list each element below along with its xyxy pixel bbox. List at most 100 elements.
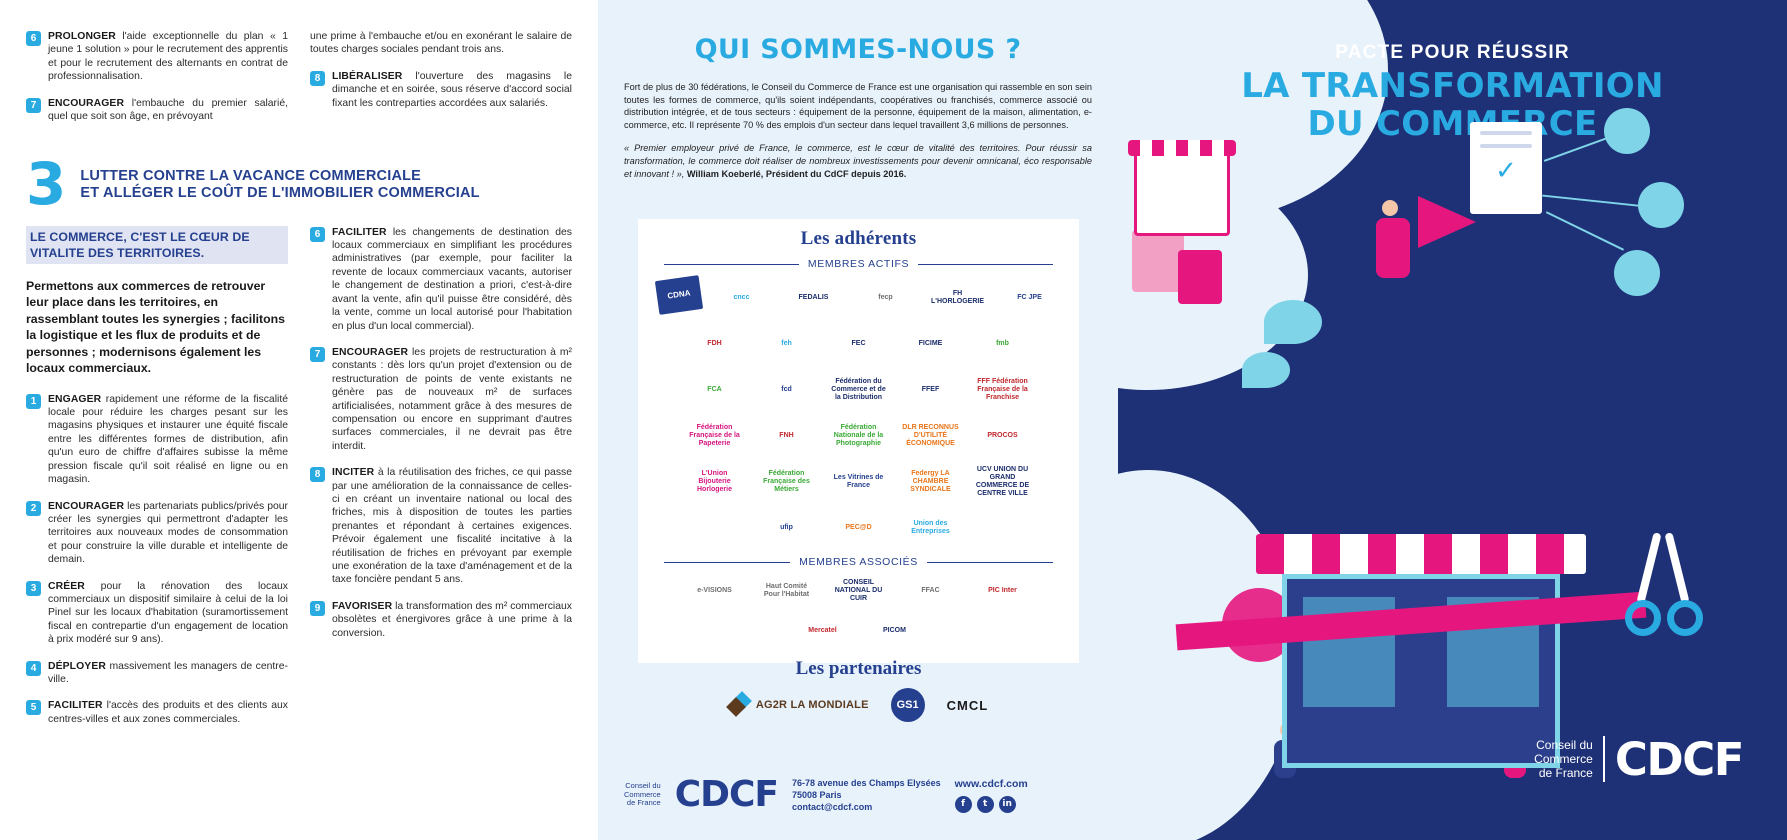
member-logo: DLR RECONNUS D'UTILITÉ ÉCONOMIQUE bbox=[902, 424, 959, 447]
divider-line-right bbox=[926, 561, 1053, 563]
section-number: 3 bbox=[26, 150, 67, 219]
list-item: 3 CRÉER pour la rénovation des locaux co… bbox=[26, 580, 288, 647]
item-number-badge: 2 bbox=[26, 500, 41, 516]
item-lead: DÉPLOYER bbox=[48, 660, 106, 672]
scissors-icon bbox=[1621, 532, 1709, 644]
item-lead: FAVORISER bbox=[332, 600, 393, 612]
section-title-line-1: LUTTER CONTRE LA VACANCE COMMERCIALE bbox=[80, 168, 422, 185]
cover-kicker: PACTE POUR RÉUSSIR bbox=[1335, 42, 1570, 63]
section-column-1: LE COMMERCE, C'EST LE CŒUR DE VITALITE D… bbox=[26, 225, 288, 740]
item-body: rapidement une réforme de la fiscalité l… bbox=[48, 393, 288, 486]
cmcl-logo-icon: CMCL bbox=[946, 697, 989, 713]
member-logo: Fédération Française de la Papeterie bbox=[689, 424, 740, 447]
twitter-icon[interactable]: t bbox=[976, 795, 994, 813]
item-lead: PROLONGER bbox=[48, 31, 116, 42]
partner-cmcl: CMCL bbox=[947, 698, 989, 713]
adherents-title: Les adhérents bbox=[800, 228, 917, 249]
footer-logo-cdcf: CDCF bbox=[674, 774, 779, 815]
list-item: 5 FACILITER l'accès des produits et des … bbox=[26, 699, 288, 726]
members-card: Les adhérents MEMBRES ACTIFS CDNA cncc F… bbox=[638, 219, 1079, 722]
item-number-badge: 7 bbox=[26, 97, 41, 113]
cover-logo-divider bbox=[1602, 736, 1605, 782]
list-item: 9 FAVORISER la transformation des m² com… bbox=[310, 600, 572, 640]
associate-logo: Mercatel bbox=[808, 627, 837, 634]
continued-paragraph: une prime à l'embauche et/ou en exonéran… bbox=[310, 31, 572, 56]
item-body: les partenariats publics/privés pour cré… bbox=[48, 500, 288, 566]
item-lead: ENCOURAGER bbox=[48, 500, 125, 512]
associate-logo: CONSEIL NATIONAL DU CUIR bbox=[834, 579, 883, 602]
quote-text: « Premier employeur privé de France, le … bbox=[624, 143, 1092, 179]
item-lead: INCITER bbox=[332, 467, 375, 479]
item-lead: CRÉER bbox=[48, 580, 85, 592]
item-text: FACILITER les changements de destination… bbox=[332, 226, 572, 333]
item-body: l'aide exceptionnelle du plan « 1 jeune … bbox=[48, 31, 288, 83]
associate-logo: Haut Comité Pour l'Habitat bbox=[763, 583, 810, 598]
partner-gs1: GS1 bbox=[890, 688, 925, 722]
scissors-blade-2 bbox=[1664, 532, 1690, 604]
associate-logo: PIC Inter bbox=[988, 587, 1017, 594]
cover-logo-wordmark: Conseil du Commerce de France bbox=[1534, 738, 1593, 780]
member-logo: fmb bbox=[996, 340, 1009, 347]
member-logo: FC JPE bbox=[1017, 294, 1042, 301]
item-body: à la réutilisation des friches, ce qui p… bbox=[332, 467, 572, 586]
highlight-callout: LE COMMERCE, C'EST LE CŒUR DE VITALITE D… bbox=[26, 225, 288, 264]
partner-logos: AG2R LA MONDIALE GS1 CMCL bbox=[638, 680, 1079, 722]
avatar-icon-3 bbox=[1614, 250, 1660, 296]
item-text: CRÉER pour la rénovation des locaux comm… bbox=[48, 580, 288, 647]
member-logo: CDNA bbox=[654, 275, 703, 315]
item-number-badge: 6 bbox=[26, 31, 41, 46]
member-logo: UCV UNION DU GRAND COMMERCE DE CENTRE VI… bbox=[975, 466, 1030, 497]
item-text: DÉPLOYER massivement les managers de cen… bbox=[48, 660, 288, 687]
item-number-badge: 8 bbox=[310, 70, 325, 86]
item-body: pour la rénovation des locaux commerciau… bbox=[48, 580, 288, 646]
item-body: l'ouverture des magasins le dimanche et … bbox=[332, 70, 572, 109]
member-logo: FCA bbox=[707, 386, 722, 393]
partner-name: AG2R LA MONDIALE bbox=[755, 699, 869, 711]
item-text: ENGAGER rapidement une réforme de la fis… bbox=[48, 393, 288, 487]
item-text: ENCOURAGER l'embauche du premier salarié… bbox=[48, 97, 288, 124]
section-heading: 3 LUTTER CONTRE LA VACANCE COMMERCIALE E… bbox=[26, 150, 572, 219]
member-logo: feh bbox=[781, 340, 792, 347]
website-link[interactable]: www.cdcf.com bbox=[954, 777, 1028, 790]
item-text: ENCOURAGER les partenariats publics/priv… bbox=[48, 500, 288, 567]
list-item: 6 PROLONGER l'aide exceptionnelle du pla… bbox=[26, 30, 288, 84]
membres-associes-divider: MEMBRES ASSOCIÉS bbox=[664, 556, 1053, 568]
avatar-icon-1 bbox=[1604, 108, 1650, 154]
item-number-badge: 8 bbox=[310, 467, 325, 483]
address-line-2: 75008 Paris bbox=[792, 790, 842, 800]
member-logo: FNH bbox=[779, 432, 794, 439]
section-title-line-2: ET ALLÉGER LE COÛT DE L'IMMOBILIER COMME… bbox=[80, 185, 480, 202]
item-number-badge: 1 bbox=[26, 393, 41, 409]
cover-logo-line-2: Commerce bbox=[1534, 752, 1593, 766]
leaf-icon-1 bbox=[1264, 300, 1322, 344]
scissors-ring-2 bbox=[1667, 600, 1703, 636]
quote-attribution: William Koeberlé, Président du CdCF depu… bbox=[684, 168, 907, 179]
footer-logo-line-1: Conseil du bbox=[625, 781, 661, 791]
list-item: 6 FACILITER les changements de destinati… bbox=[310, 226, 572, 333]
doc-line bbox=[1480, 144, 1532, 148]
member-logo: FEDALIS bbox=[798, 294, 829, 301]
member-logo: Fédération Nationale de la Photographie bbox=[833, 424, 884, 447]
facebook-icon[interactable]: f bbox=[954, 795, 972, 813]
person-head bbox=[1382, 200, 1398, 216]
member-logo: ufip bbox=[780, 524, 793, 531]
membres-actifs-logos: CDNA cncc FEDALIS fecp FH L'HORLOGERIE F… bbox=[638, 270, 1079, 548]
member-logo: FDH bbox=[707, 340, 722, 347]
item-number-badge: 5 bbox=[26, 700, 41, 716]
left-panel: 6 PROLONGER l'aide exceptionnelle du pla… bbox=[0, 0, 598, 840]
ag2r-diamond-icon bbox=[725, 691, 752, 717]
contact-email[interactable]: contact@cdcf.com bbox=[792, 802, 873, 812]
continuation-column-1: 6 PROLONGER l'aide exceptionnelle du pla… bbox=[26, 30, 288, 136]
divider-line-left bbox=[664, 561, 791, 563]
footer: Conseil du Commerce de France CDCF 76-78… bbox=[598, 750, 1118, 840]
list-item: 7 ENCOURAGER l'embauche du premier salar… bbox=[26, 97, 288, 124]
cover-logo-line-1: Conseil du bbox=[1536, 738, 1593, 752]
cover-title: LA TRANSFORMATION DU COMMERCE bbox=[1118, 67, 1787, 143]
member-logo: FH L'HORLOGERIE bbox=[931, 290, 984, 305]
scissors-ring-1 bbox=[1625, 600, 1661, 636]
linkedin-icon[interactable]: in bbox=[998, 795, 1016, 813]
member-logo: fcd bbox=[781, 386, 792, 393]
person-body bbox=[1376, 218, 1410, 278]
item-number-badge: 3 bbox=[26, 580, 41, 596]
